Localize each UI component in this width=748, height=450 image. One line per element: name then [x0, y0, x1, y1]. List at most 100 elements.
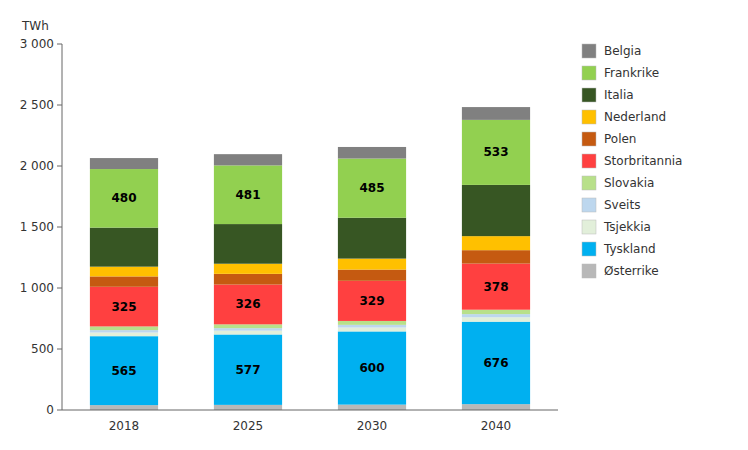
y-axis-label: TWh [21, 19, 49, 33]
legend-swatch [582, 176, 596, 190]
data-labels: 565 577 600 676 325 326 329 378 480 481 485 533 [111, 145, 508, 377]
tick-label: 500 [31, 342, 54, 356]
bar-segment [462, 236, 530, 250]
bar-segment [338, 331, 406, 404]
tick-label: 3 000 [20, 37, 54, 51]
legend-label: Belgia [604, 44, 641, 58]
legend-swatch [582, 198, 596, 212]
bar-segment [338, 325, 406, 328]
bar-segment [214, 264, 282, 274]
tick-mark [57, 227, 62, 228]
bar-segment [462, 107, 530, 120]
bar-segment [462, 264, 530, 310]
legend-swatch [582, 132, 596, 146]
bar-segment [90, 326, 158, 330]
bar-segment [90, 267, 158, 277]
category-label: 2025 [233, 419, 264, 433]
category-label: 2040 [481, 419, 512, 433]
data-label: 325 [111, 300, 136, 314]
data-label: 533 [483, 145, 508, 159]
tick-label: 2 500 [20, 98, 54, 112]
legend-swatch [582, 88, 596, 102]
bar-segment [214, 154, 282, 165]
chart: 05001 0001 5002 0002 5003 000TWh56557760… [0, 0, 748, 450]
tick-label: 2 000 [20, 159, 54, 173]
bar-segment [90, 336, 158, 405]
legend-label: Storbritannia [604, 154, 682, 168]
tick-mark [57, 166, 62, 167]
bar-segment [90, 158, 158, 169]
bar-segment [338, 328, 406, 332]
legend-swatch [582, 242, 596, 256]
legend-label: Tyskland [603, 242, 656, 256]
data-label: 600 [359, 361, 384, 375]
category-label: 2030 [357, 419, 388, 433]
y-axis-line [62, 44, 63, 410]
bar-segment [338, 218, 406, 259]
bar-segment [338, 405, 406, 410]
bar-segment [338, 159, 406, 218]
bar-segment [338, 147, 406, 159]
legend-label: Tsjekkia [603, 220, 651, 234]
legend-label: Nederland [604, 110, 666, 124]
tick-mark [57, 410, 62, 411]
chart-container: 05001 0001 5002 0002 5003 000TWh56557760… [0, 0, 748, 450]
bar-segment [214, 331, 282, 335]
x-axis-line [62, 410, 558, 411]
bar-segment [214, 274, 282, 285]
tick-label: 1 000 [20, 281, 54, 295]
legend-swatch [582, 154, 596, 168]
bar-segment [338, 270, 406, 281]
bar-segment [90, 405, 158, 410]
bars [90, 107, 530, 410]
bar-segment [90, 169, 158, 228]
bar-segment [90, 287, 158, 327]
bar-segment [214, 324, 282, 328]
data-label: 485 [359, 181, 384, 195]
tick-mark [57, 288, 62, 289]
data-label: 326 [235, 297, 260, 311]
legend-label: Italia [604, 88, 634, 102]
tick-mark [57, 44, 62, 45]
bar-segment [338, 281, 406, 321]
data-label: 565 [111, 364, 136, 378]
tick-mark [57, 105, 62, 106]
bar-segment [214, 405, 282, 410]
bar-segment [214, 334, 282, 404]
bar-segment [462, 314, 530, 317]
data-label: 481 [235, 188, 260, 202]
bar-segment [462, 322, 530, 404]
legend-label: Sveits [604, 198, 640, 212]
bar-segment [214, 165, 282, 224]
legend-swatch [582, 110, 596, 124]
legend-swatch [582, 264, 596, 278]
data-label: 577 [235, 363, 260, 377]
tick-mark [57, 349, 62, 350]
legend-label: Østerrike [604, 264, 659, 278]
legend-swatch [582, 220, 596, 234]
bar-segment [90, 276, 158, 286]
bar-segment [90, 228, 158, 267]
bar-segment [462, 120, 530, 185]
bar-segment [338, 259, 406, 270]
tick-label: 0 [46, 403, 54, 417]
bar-segment [90, 333, 158, 337]
bar-segment [462, 404, 530, 410]
data-label: 378 [483, 280, 508, 294]
bar-segment [214, 328, 282, 331]
bar-segment [338, 321, 406, 325]
bar-segment [462, 185, 530, 236]
legend-swatch [582, 66, 596, 80]
legend-label: Slovakia [604, 176, 654, 190]
data-label: 480 [111, 191, 136, 205]
bar-segment [214, 224, 282, 264]
category-label: 2018 [109, 419, 140, 433]
legend-label: Polen [604, 132, 636, 146]
legend-swatch [582, 44, 596, 58]
data-label: 676 [483, 356, 508, 370]
bar-segment [462, 310, 530, 314]
legend-label: Frankrike [604, 66, 659, 80]
data-label: 329 [359, 294, 384, 308]
y-axis: 05001 0001 5002 0002 5003 000 [20, 37, 62, 417]
bar-segment [214, 285, 282, 325]
